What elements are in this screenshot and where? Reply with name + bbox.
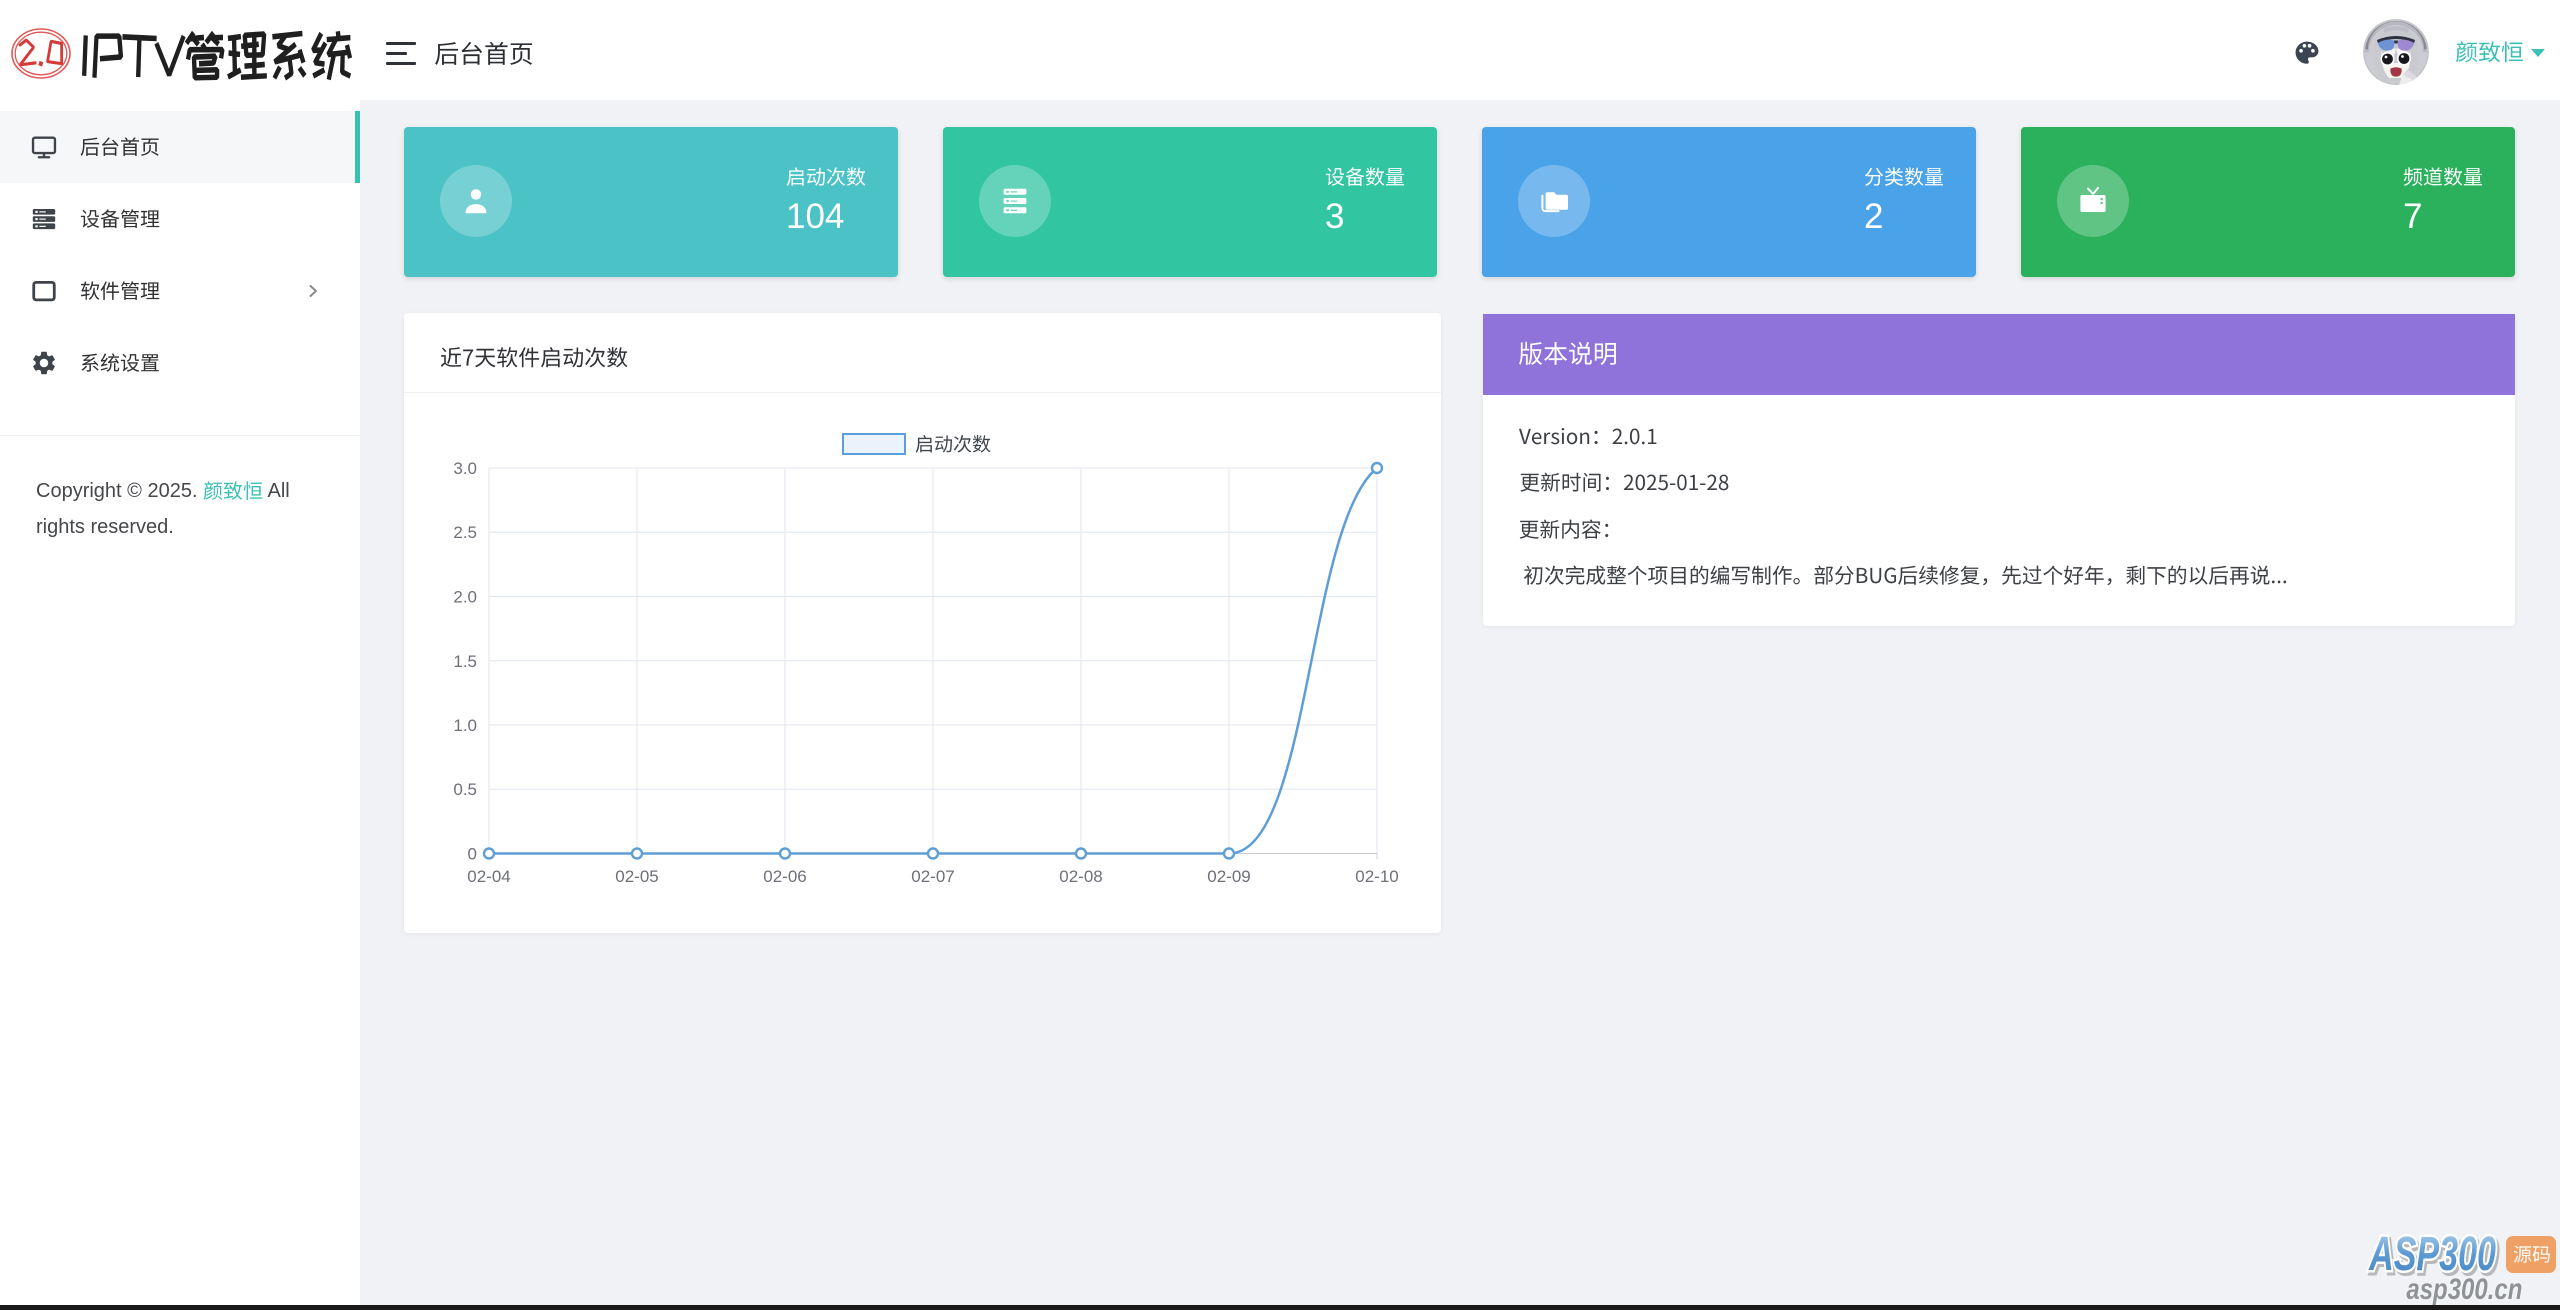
svg-text:02-08: 02-08 — [1059, 867, 1102, 886]
svg-text:02-07: 02-07 — [911, 867, 954, 886]
svg-text:02-10: 02-10 — [1355, 867, 1398, 886]
svg-text:02-04: 02-04 — [467, 867, 510, 886]
svg-text:1.5: 1.5 — [453, 652, 477, 671]
svg-text:asp300.cn: asp300.cn — [2406, 1271, 2522, 1305]
svg-text:1.0: 1.0 — [453, 716, 477, 735]
svg-text:2.5: 2.5 — [453, 523, 477, 542]
svg-text:2.0: 2.0 — [453, 588, 477, 607]
svg-text:0.5: 0.5 — [453, 780, 477, 799]
svg-text:3.0: 3.0 — [453, 459, 477, 478]
svg-text:02-05: 02-05 — [615, 867, 658, 886]
svg-text:02-09: 02-09 — [1207, 867, 1250, 886]
svg-text:0: 0 — [468, 845, 477, 864]
svg-text:02-06: 02-06 — [763, 867, 806, 886]
svg-text:ASP300: ASP300 — [2368, 1226, 2496, 1280]
